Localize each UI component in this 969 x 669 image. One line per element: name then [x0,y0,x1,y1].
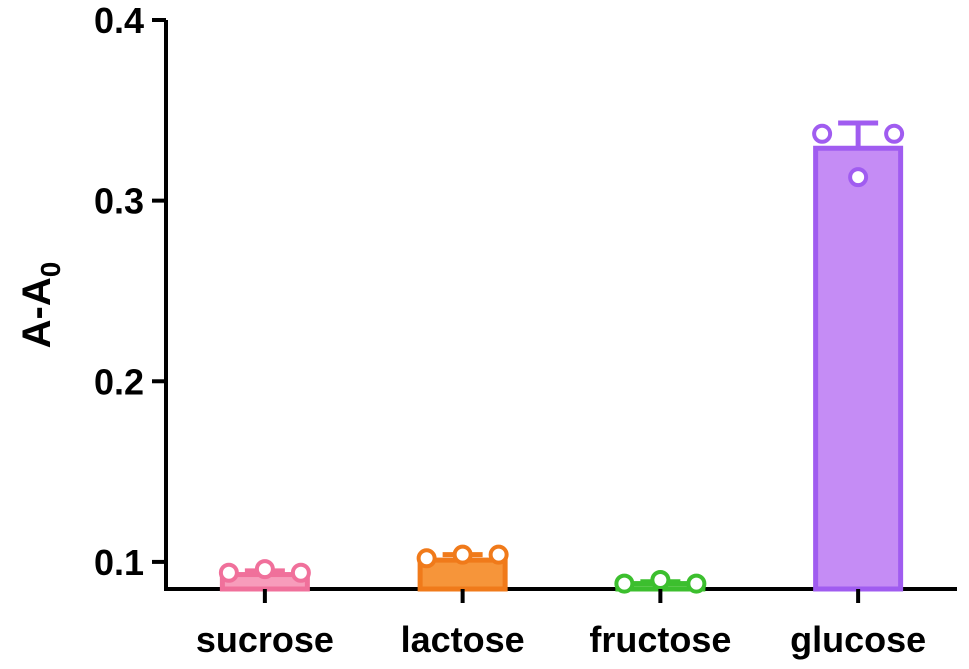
y-tick-label: 0.4 [94,0,144,41]
data-point-fructose [614,573,635,594]
x-category-label: sucrose [196,619,334,660]
x-category-label: fructose [589,619,731,660]
bar-glucose [813,145,904,592]
data-point-glucose [884,123,905,144]
y-axis-title: A-A0 [15,262,66,349]
data-point-lactose [452,544,473,565]
data-point-glucose [848,167,869,188]
data-point-sucrose [218,562,239,583]
data-point-sucrose [254,559,275,580]
data-point-fructose [686,573,707,594]
y-tick-label: 0.1 [94,542,144,583]
data-point-sucrose [290,562,311,583]
x-categories: sucrose lactose fructose glucose [196,589,926,660]
data-point-glucose [812,123,833,144]
y-axis-title-subscript: 0 [35,262,66,278]
y-ticks: 0.1 0.2 0.3 0.4 [94,0,166,583]
x-category-label: lactose [401,619,525,660]
data-point-lactose [488,544,509,565]
y-tick-label: 0.2 [94,361,144,402]
y-tick-label: 0.3 [94,181,144,222]
data-point-lactose [416,548,437,569]
x-category-label: glucose [790,619,926,660]
y-axis-title-main: A-A [15,277,59,348]
bars [218,120,905,594]
data-point-fructose [650,569,671,590]
